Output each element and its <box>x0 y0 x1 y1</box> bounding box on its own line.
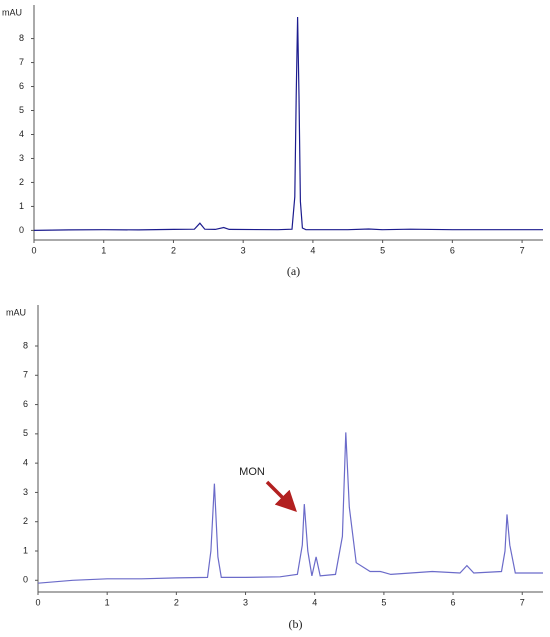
y-tick-label: 0 <box>19 225 24 235</box>
annotation: MON <box>239 466 265 478</box>
x-tick-label: 6 <box>450 245 455 255</box>
caption: (b) <box>289 617 303 631</box>
y-axis-label: mAU <box>6 307 26 317</box>
x-tick-label: 7 <box>520 597 525 607</box>
x-tick-label: 4 <box>310 245 315 255</box>
y-tick-label: 2 <box>19 177 24 187</box>
x-tick-label: 7 <box>520 245 525 255</box>
x-tick-label: 2 <box>171 245 176 255</box>
x-tick-label: 0 <box>35 597 40 607</box>
y-axis-label: mAU <box>2 7 22 17</box>
y-tick-label: 6 <box>23 399 28 409</box>
x-tick-label: 4 <box>312 597 317 607</box>
y-tick-label: 3 <box>23 487 28 497</box>
x-tick-label: 1 <box>101 245 106 255</box>
data-line <box>37 432 543 584</box>
y-tick-label: 4 <box>23 458 28 468</box>
y-tick-label: 1 <box>19 201 24 211</box>
y-tick-label: 3 <box>19 153 24 163</box>
x-tick-label: 0 <box>31 245 36 255</box>
x-tick-label: 2 <box>174 597 179 607</box>
x-tick-label: 6 <box>451 597 456 607</box>
caption: (a) <box>287 264 300 278</box>
x-tick-label: 3 <box>243 597 248 607</box>
y-tick-label: 6 <box>19 81 24 91</box>
y-tick-label: 7 <box>23 370 28 380</box>
y-tick-label: 8 <box>23 340 28 350</box>
data-line <box>33 16 543 231</box>
y-tick-label: 2 <box>23 516 28 526</box>
y-tick-label: 5 <box>23 428 28 438</box>
annotation-arrow <box>265 480 297 512</box>
x-tick-label: 1 <box>105 597 110 607</box>
y-tick-label: 4 <box>19 129 24 139</box>
y-tick-label: 1 <box>23 545 28 555</box>
y-tick-label: 0 <box>23 575 28 585</box>
x-tick-label: 3 <box>241 245 246 255</box>
y-tick-label: 7 <box>19 57 24 67</box>
y-tick-label: 8 <box>19 33 24 43</box>
x-tick-label: 5 <box>380 245 385 255</box>
x-tick-label: 5 <box>381 597 386 607</box>
y-tick-label: 5 <box>19 105 24 115</box>
